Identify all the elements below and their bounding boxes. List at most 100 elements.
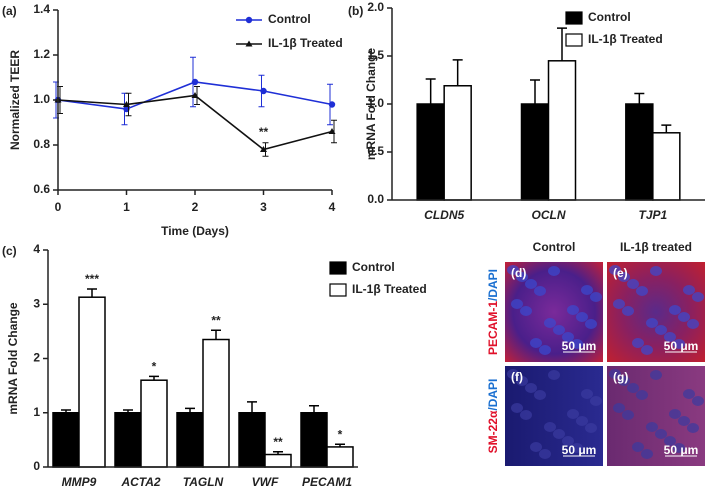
nucleus	[581, 285, 593, 295]
nucleus	[678, 416, 690, 426]
y-axis-label: mRNA Fold Change	[364, 48, 378, 161]
bar	[140, 379, 168, 468]
nucleus	[646, 318, 658, 328]
nucleus	[636, 390, 648, 400]
error-bar	[634, 92, 645, 104]
point	[260, 87, 267, 95]
nucleus	[664, 332, 676, 342]
error-bar	[247, 401, 257, 413]
significance: ***	[85, 272, 99, 286]
error-bar	[309, 404, 319, 413]
legend-label: Control	[268, 12, 311, 26]
y-axis-label: mRNA Fold Change	[6, 302, 20, 415]
nucleus	[553, 325, 565, 335]
nucleus	[544, 422, 556, 432]
nucleus	[678, 312, 690, 322]
counterstain-label: /DAPI	[486, 379, 500, 411]
x-tick-label: VWF	[252, 475, 279, 486]
significance: *	[152, 360, 157, 374]
x-tick-label: MMP9	[62, 475, 97, 486]
nucleus	[632, 442, 644, 452]
nucleus	[525, 279, 537, 289]
nucleus	[571, 339, 583, 349]
nucleus	[692, 396, 704, 406]
bar	[300, 412, 328, 468]
nucleus	[641, 449, 653, 459]
panel-label: (c)	[2, 244, 17, 258]
nucleus	[548, 370, 560, 380]
nucleus	[516, 376, 528, 386]
bar	[520, 103, 550, 201]
row-label: SM-22α/DAPI	[486, 379, 500, 454]
nucleus	[530, 442, 542, 452]
nucleus	[530, 338, 542, 348]
nucleus	[539, 449, 551, 459]
bar	[625, 103, 654, 201]
bar	[114, 412, 142, 468]
nucleus	[507, 369, 519, 379]
nucleus	[534, 390, 546, 400]
y-tick-label: 0.0	[367, 192, 384, 206]
legend-swatch	[329, 283, 347, 297]
nucleus	[632, 338, 644, 348]
error-bar	[661, 124, 672, 133]
point	[191, 78, 199, 86]
nucleus	[683, 285, 695, 295]
x-tick-label: TJP1	[638, 208, 667, 222]
y-tick-label: 0.8	[33, 137, 50, 151]
y-tick-label: 2	[33, 351, 40, 365]
column-label: IL-1β treated	[620, 240, 692, 254]
nucleus	[609, 369, 621, 379]
nucleus	[590, 396, 602, 406]
bar	[78, 296, 106, 468]
bar	[416, 103, 445, 201]
nucleus	[650, 370, 662, 380]
bar	[264, 453, 292, 468]
significance: **	[211, 313, 221, 327]
bar	[176, 412, 204, 468]
legend-label: IL-1β Treated	[588, 32, 663, 46]
x-axis-label: Time (Days)	[161, 224, 229, 238]
nucleus	[687, 319, 699, 329]
panel-label: (b)	[348, 4, 363, 18]
nucleus	[609, 265, 621, 275]
panel-label: (g)	[613, 370, 628, 384]
panel-label: (d)	[511, 266, 526, 280]
nucleus	[534, 286, 546, 296]
x-tick-label: 0	[55, 200, 62, 214]
nucleus	[673, 443, 685, 453]
nucleus	[562, 436, 574, 446]
legend-marker	[245, 16, 253, 24]
nucleus	[673, 339, 685, 349]
bar	[652, 132, 681, 201]
nucleus	[590, 292, 602, 302]
x-tick-label: ACTA2	[120, 475, 160, 486]
significance: *	[338, 427, 343, 441]
nucleus	[576, 312, 588, 322]
nucleus	[567, 305, 579, 315]
legend-label: IL-1β Treated	[268, 36, 343, 50]
nucleus	[655, 429, 667, 439]
nucleus	[641, 345, 653, 355]
nucleus	[646, 422, 658, 432]
error-bar	[452, 59, 463, 86]
scale-bar-label: 50 μm	[664, 443, 699, 457]
bar	[443, 85, 472, 201]
legend-swatch	[565, 11, 583, 25]
error-bar	[557, 27, 567, 61]
y-tick-label: 1	[33, 405, 40, 419]
annotation: **	[259, 125, 269, 139]
nucleus	[516, 272, 528, 282]
nucleus	[585, 319, 597, 329]
y-tick-label: 4	[33, 242, 40, 256]
legend-label: IL-1β Treated	[352, 282, 427, 296]
y-tick-label: 1.0	[33, 92, 50, 106]
panel-label: (f)	[511, 370, 523, 384]
legend-label: Control	[588, 10, 631, 24]
y-axis-label: Normalized TEER	[8, 50, 22, 150]
scale-bar-label: 50 μm	[562, 443, 597, 457]
y-tick-label: 0	[33, 459, 40, 473]
nucleus	[507, 265, 519, 275]
point	[328, 101, 336, 108]
x-tick-label: PECAM1	[302, 475, 352, 486]
